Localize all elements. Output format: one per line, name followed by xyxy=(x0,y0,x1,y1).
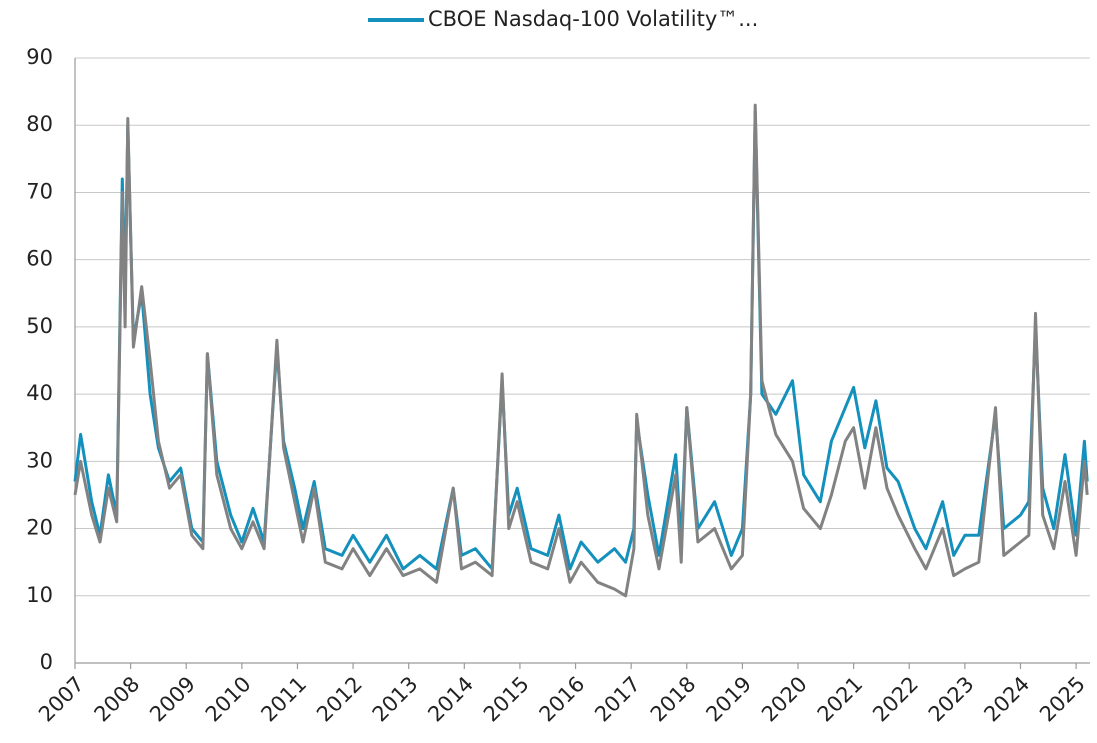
y-tick-label: 0 xyxy=(40,650,53,674)
x-tick-label: 2016 xyxy=(535,672,590,727)
x-tick-label: 2010 xyxy=(201,672,256,727)
y-tick-label: 20 xyxy=(26,516,53,540)
x-tick-label: 2021 xyxy=(813,672,868,727)
x-tick-label: 2018 xyxy=(646,672,701,727)
x-tick-label: 2011 xyxy=(256,672,311,727)
x-tick-label: 2012 xyxy=(312,672,367,727)
y-tick-label: 50 xyxy=(26,314,53,338)
series-line xyxy=(73,103,1089,598)
x-tick-label: 2015 xyxy=(479,672,534,727)
legend-label: CBOE Nasdaq-100 Volatility™... xyxy=(428,7,758,31)
x-tick-label: 2020 xyxy=(757,672,812,727)
x-tick-label: 2024 xyxy=(979,672,1034,727)
y-tick-label: 60 xyxy=(26,247,53,271)
y-tick-label: 10 xyxy=(26,583,53,607)
y-tick-label: 70 xyxy=(26,179,53,203)
y-tick-label: 30 xyxy=(26,448,53,472)
y-tick-label: 80 xyxy=(26,112,53,136)
x-tick-label: 2022 xyxy=(868,672,923,727)
y-tick-label: 90 xyxy=(26,45,53,69)
x-tick-label: 2019 xyxy=(701,672,756,727)
x-tick-label: 2013 xyxy=(368,672,423,727)
x-tick-label: 2007 xyxy=(34,672,89,727)
y-tick-label: 40 xyxy=(26,381,53,405)
x-tick-label: 2009 xyxy=(145,672,200,727)
x-tick-label: 2025 xyxy=(1035,672,1090,727)
x-tick-label: 2017 xyxy=(590,672,645,727)
x-tick-label: 2008 xyxy=(90,672,145,727)
series-line xyxy=(73,110,1089,571)
x-tick-label: 2014 xyxy=(423,672,478,727)
x-tick-label: 2023 xyxy=(924,672,979,727)
